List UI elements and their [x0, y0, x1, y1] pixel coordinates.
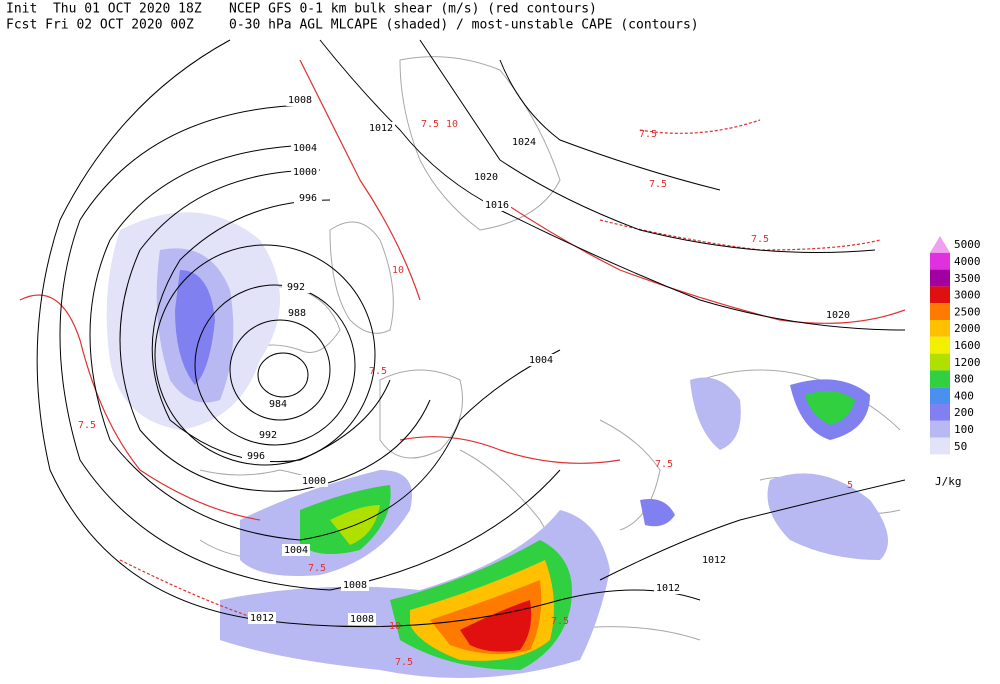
title-line-1: NCEP GFS 0-1 km bulk shear (m/s) (red co…	[229, 2, 597, 17]
isobar-label: 1008	[343, 580, 367, 591]
legend-swatch	[930, 286, 950, 304]
shear-label: 7.5	[369, 366, 387, 377]
isobar-label: 996	[299, 193, 317, 204]
legend-swatch	[930, 387, 950, 404]
shear-contours	[19, 59, 905, 621]
isobar-label-bg	[248, 612, 276, 624]
isobar-label-bg	[527, 354, 555, 366]
legend-label: 400	[954, 389, 974, 402]
isobar-label: 1012	[250, 613, 274, 624]
isobar-label: 1012	[369, 123, 393, 134]
isobar-label: 1000	[302, 476, 326, 487]
isobar-label: 996	[247, 451, 265, 462]
isobar-label-bg	[654, 582, 682, 594]
legend-label: 3000	[954, 289, 981, 302]
isobar-label: 1004	[284, 545, 308, 556]
isobar-label-bg	[700, 554, 728, 566]
init-time: Init Thu 01 OCT 2020 18Z	[6, 2, 202, 17]
legend-swatch	[930, 320, 950, 337]
legend-swatch	[930, 269, 950, 287]
shear-label: 7.5	[395, 657, 413, 668]
isobar-label-bg	[510, 136, 538, 148]
legend-swatch	[930, 370, 950, 388]
isobar-label-bg	[242, 450, 270, 462]
legend-unit: J/kg	[935, 475, 962, 488]
isobar-label-bg	[282, 281, 310, 293]
shear-label: 7.5	[751, 234, 769, 245]
isobar-label-bg	[294, 192, 322, 204]
isobar-label-bg	[300, 475, 328, 487]
isobar-label: 1016	[485, 200, 509, 211]
forecast-time: Fcst Fri 02 OCT 2020 00Z	[6, 18, 194, 33]
isobar-label: 1012	[656, 583, 680, 594]
shear-label: 7.5	[649, 179, 667, 190]
legend-swatch	[930, 404, 950, 421]
isobar-label: 984	[269, 399, 287, 410]
isobar-label-bg	[286, 94, 314, 106]
legend-label: 800	[954, 373, 974, 386]
legend-swatch	[930, 420, 950, 438]
legend-swatch	[930, 437, 950, 455]
isobar-label-bg	[291, 166, 319, 178]
isobar-label: 1020	[474, 172, 498, 183]
isobar-label: 1000	[293, 167, 317, 178]
legend-label: 2500	[954, 305, 981, 318]
legend-swatch	[930, 252, 950, 270]
isobar-label-bg	[824, 309, 852, 321]
isobar-label: 1020	[826, 310, 850, 321]
shear-label: 7.5	[655, 459, 673, 470]
legend-label: 5000	[954, 238, 981, 251]
isobar-label: 1004	[529, 355, 553, 366]
legend-label: 50	[954, 440, 967, 453]
shear-label: 10	[389, 621, 401, 632]
isobar-label-bg	[283, 307, 311, 319]
isobar-label: 1008	[350, 614, 374, 625]
isobar-label-bg	[341, 579, 369, 591]
shear-label: 7.5	[551, 616, 569, 627]
title-line-2: 0-30 hPa AGL MLCAPE (shaded) / most-unst…	[229, 18, 699, 33]
legend-label: 2000	[954, 322, 981, 335]
map-layers	[19, 39, 905, 678]
legend-swatch	[930, 353, 950, 371]
legend-label: 4000	[954, 255, 981, 268]
shear-label: 7.5	[78, 420, 96, 431]
isobar-label: 988	[288, 308, 306, 319]
legend-label: 100	[954, 423, 974, 436]
isobar-label: 1008	[288, 95, 312, 106]
isobar-label-bg	[367, 122, 395, 134]
shear-label: 7.5	[639, 129, 657, 140]
isobars	[36, 39, 905, 628]
shear-label: 7.5	[421, 119, 439, 130]
shear-label: 5	[847, 480, 853, 491]
legend-label: 1200	[954, 356, 981, 369]
legend-arrow	[930, 236, 950, 253]
isobar-label: 1024	[512, 137, 536, 148]
cape-shading	[106, 212, 888, 678]
isobar-label-bg	[483, 199, 511, 211]
legend-label: 200	[954, 406, 974, 419]
legend-label: 1600	[954, 339, 981, 352]
shear-label: 7.5	[308, 563, 326, 574]
isobar-label: 1004	[293, 143, 317, 154]
isobar-label-bg	[348, 613, 376, 625]
isobar-label-bg	[264, 398, 292, 410]
isobar-label: 992	[287, 282, 305, 293]
isobar-label-bg	[282, 544, 310, 556]
isobar-label-bg	[254, 429, 282, 441]
isobar-label-bg	[472, 171, 500, 183]
isobar-label: 992	[259, 430, 277, 441]
legend-swatch	[930, 336, 950, 354]
isobar-label: 1012	[702, 555, 726, 566]
shear-label: 10	[446, 119, 458, 130]
legend-label: 3500	[954, 272, 981, 285]
isobar-label-bg	[291, 142, 319, 154]
legend-swatch	[930, 303, 950, 320]
shear-label: 10	[392, 265, 404, 276]
